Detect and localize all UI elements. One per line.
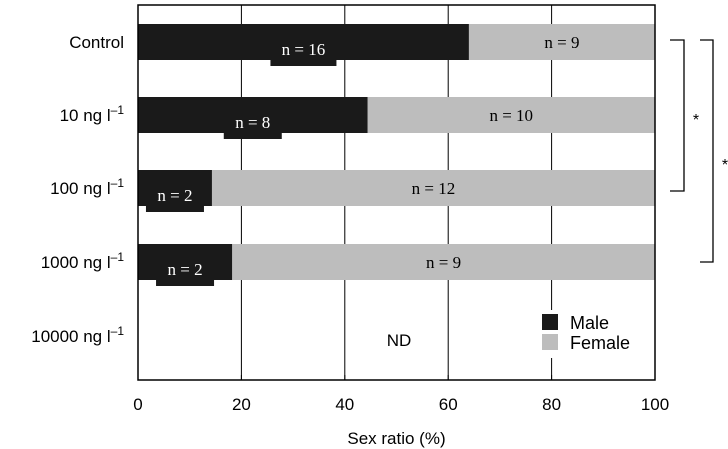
bar-female-1 — [367, 97, 655, 133]
bar-male-tab-1 — [223, 111, 282, 139]
legend-label-male: Male — [570, 313, 609, 333]
bar-female-3 — [232, 244, 655, 280]
bar-male-count-3: n = 2 — [168, 260, 203, 279]
bar-female-count-3: n = 9 — [426, 253, 461, 272]
significance-star-outer: * — [722, 157, 728, 174]
bar-male-count-1: n = 8 — [235, 113, 270, 132]
bracket-inner — [670, 39, 685, 192]
bar-female-count-1: n = 10 — [489, 106, 533, 125]
bar-male-tab-0 — [270, 38, 337, 66]
nd-label-box: ND — [360, 318, 440, 358]
x-tick-label-100: 100 — [641, 395, 669, 414]
x-tick-label-20: 20 — [232, 395, 251, 414]
bar-female-count-0: n = 9 — [544, 33, 579, 52]
bar-female-count-2: n = 12 — [412, 179, 456, 198]
nd-label: ND — [387, 331, 412, 350]
significance-brackets: * * — [670, 39, 728, 263]
legend: Male Female — [535, 310, 650, 358]
bracket-outer — [700, 39, 714, 263]
category-label-2: 100 ng l–1 — [50, 176, 124, 198]
category-label-3: 1000 ng l–1 — [41, 250, 125, 272]
x-tick-label-40: 40 — [335, 395, 354, 414]
plot-frame — [137, 4, 656, 381]
x-axis: 0 20 40 60 80 100 — [133, 375, 669, 414]
legend-swatch-female — [542, 334, 558, 350]
x-tick-label-80: 80 — [542, 395, 561, 414]
x-tick-label-0: 0 — [133, 395, 142, 414]
bars: n = 16 n = 9 n = 8 n = 10 n = 2 n = 12 n = 2 n … — [138, 24, 655, 286]
category-label-0: Control — [69, 33, 124, 52]
legend-swatch-male — [542, 314, 558, 330]
x-tick-label-60: 60 — [439, 395, 458, 414]
category-labels: Control 10 ng l–1 100 ng l–1 1000 ng l–1 100… — [31, 33, 124, 346]
bar-male-count-0: n = 16 — [282, 40, 326, 59]
category-label-4: 10000 ng l–1 — [31, 324, 124, 346]
x-axis-title: Sex ratio (%) — [347, 429, 445, 448]
significance-star-inner: * — [693, 112, 699, 129]
bar-male-tab-3 — [156, 258, 215, 286]
category-label-1: 10 ng l–1 — [60, 103, 125, 125]
bar-male-tab-2 — [145, 184, 204, 212]
bar-female-0 — [468, 24, 655, 60]
bar-female-2 — [211, 170, 655, 206]
bar-male-count-2: n = 2 — [157, 186, 192, 205]
legend-label-female: Female — [570, 333, 630, 353]
